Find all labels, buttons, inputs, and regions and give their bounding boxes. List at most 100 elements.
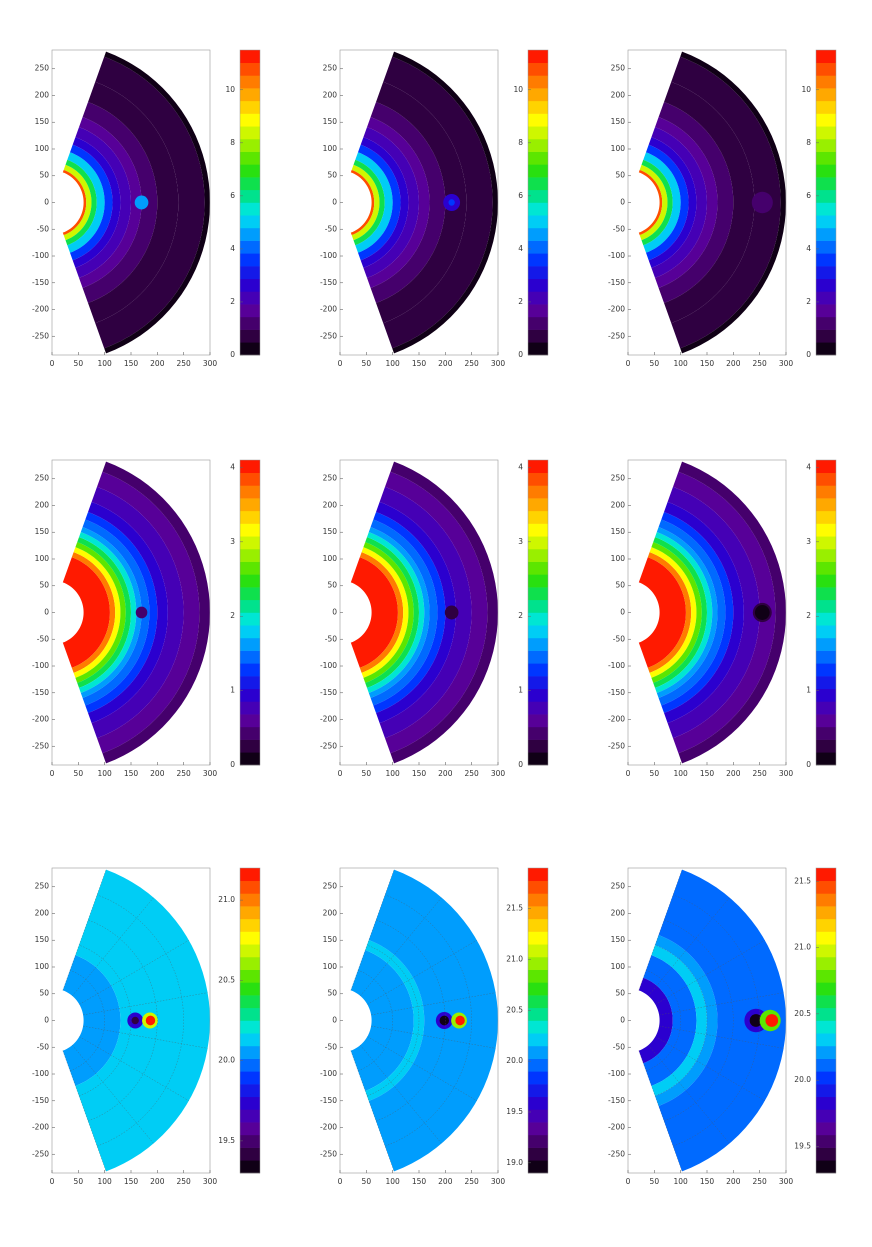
y-tick-label: 150 [611,117,626,126]
colorbar-tick-label: 20.5 [218,975,235,984]
colorbar-band [240,62,260,76]
colorbar-band [528,663,548,677]
x-tick-label: 100 [98,769,113,778]
colorbar-band [528,1084,548,1098]
colorbar-tick-label: 21.5 [506,904,523,913]
y-tick-label: -50 [37,224,49,233]
colorbar-band [528,1033,548,1047]
colorbar-band [240,931,260,945]
colorbar-band [816,931,836,945]
y-tick-label: 100 [323,962,338,971]
contour-band [376,81,467,324]
x-tick-label: 250 [177,769,192,778]
grid-spoke [360,1044,442,1144]
colorbar-tick-label: 2 [806,611,811,620]
x-tick-label: 0 [50,1177,55,1186]
colorbar-tick-label: 2 [518,297,523,306]
y-tick-label: 150 [35,527,50,536]
colorbar-band [528,956,548,970]
x-tick-label: 50 [362,359,372,368]
x-tick-label: 250 [465,359,480,368]
colorbar-band [240,561,260,575]
y-tick-label: -100 [32,1069,49,1078]
contour-band [658,101,734,304]
panel: 0 50 100 150 200 250 300-250-200-150-100-50050… [608,867,837,1186]
y-tick-label: -250 [608,741,625,750]
y-tick-label: 200 [323,90,338,99]
colorbar-band [528,88,548,102]
contour-band [97,471,200,754]
contour-band [65,159,97,246]
y-tick-label: -200 [608,1123,625,1132]
contour-band [638,557,686,668]
grid-spoke [83,1025,208,1049]
contour-band [82,519,150,706]
grid-arc [96,894,184,1147]
contour-band [71,552,116,673]
colorbar-band [816,612,836,626]
contour-band [390,461,498,764]
x-tick-label: 300 [491,359,506,368]
contour-band [383,56,493,349]
x-tick-label: 50 [74,359,84,368]
y-tick-label: 150 [323,117,338,126]
colorbar-band [240,266,260,280]
colorbar-band [816,138,836,152]
contour-band [647,552,692,673]
grid-spoke [655,940,765,1005]
y-tick-label: 200 [611,500,626,509]
colorbar-band [240,485,260,499]
colorbar-band [240,291,260,305]
y-tick-label: -100 [320,251,337,260]
x-tick-label: 250 [177,359,192,368]
contour-band [656,527,718,698]
y-tick-label: 100 [323,144,338,153]
colorbar-tick-label: 10 [801,85,811,94]
x-tick-label: 250 [753,769,768,778]
x-tick-label: 250 [465,769,480,778]
x-tick-label: 250 [753,359,768,368]
colorbar-band [240,880,260,894]
colorbar-band [816,1147,836,1161]
colorbar-band [240,227,260,241]
y-tick-label: 50 [327,171,337,180]
colorbar-band [528,688,548,702]
contour-band [73,547,121,678]
colorbar-band [528,523,548,537]
y-tick-label: -150 [320,278,337,287]
colorbar-band [528,739,548,753]
contour-band [75,127,131,278]
colorbar-band [528,995,548,1009]
y-tick-label: -100 [320,661,337,670]
y-tick-label: 0 [332,198,337,207]
colorbar-band [240,304,260,318]
colorbar-band [240,126,260,140]
y-tick-label: 50 [39,171,49,180]
colorbar-band [816,1084,836,1098]
x-tick-label: 200 [726,359,741,368]
y-tick-label: 50 [615,171,625,180]
x-tick-label: 0 [338,769,343,778]
colorbar-band [528,1071,548,1085]
colorbar-band [528,612,548,626]
colorbar-band [816,536,836,550]
panel: 0 50 100 150 200 250 300-250-200-150-100-50050… [32,459,261,778]
grid-arc [654,944,708,1097]
colorbar-band [240,536,260,550]
colorbar-tick-label: 4 [230,462,235,471]
grid-arc [384,894,472,1147]
grid-spoke [648,897,730,997]
contour-band [79,532,137,693]
contour-band [667,486,760,739]
panel: 0 50 100 150 200 250 300-250-200-150-100-50050… [320,49,549,368]
x-tick-label: 150 [412,359,427,368]
colorbar-band [816,510,836,524]
colorbar-band [240,918,260,932]
contour-band [353,159,385,246]
colorbar-tick-label: 4 [806,244,811,253]
y-tick-label: -100 [608,251,625,260]
x-tick-label: 200 [438,359,453,368]
colorbar-band [816,969,836,983]
colorbar-band [816,944,836,958]
colorbar-band [240,956,260,970]
